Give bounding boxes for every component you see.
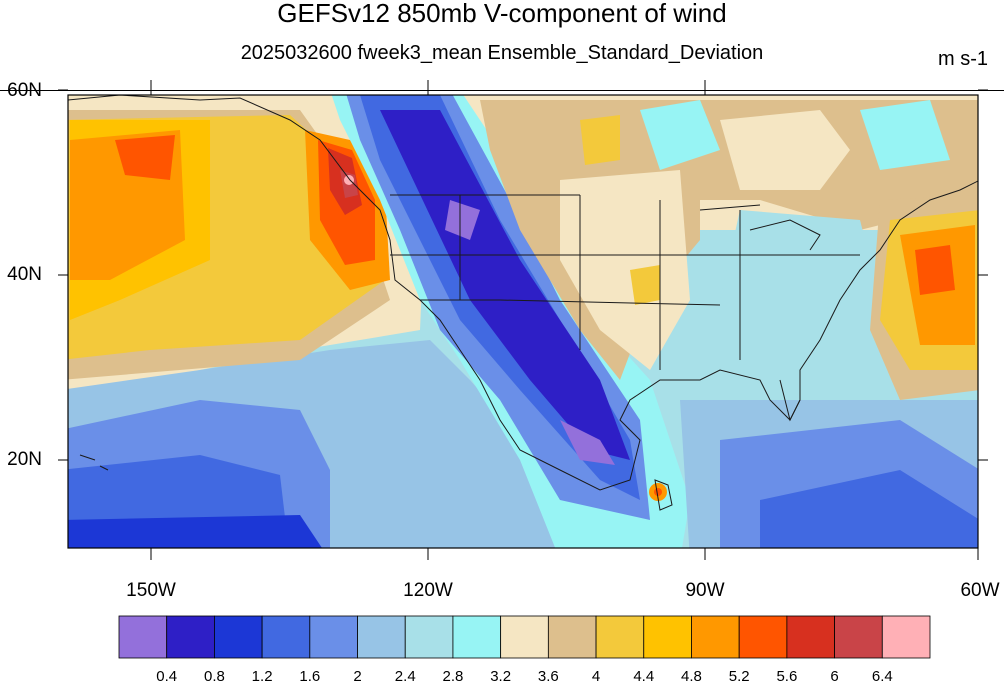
colorbar-level-label: 1.2 bbox=[251, 668, 273, 685]
colorbar bbox=[118, 615, 931, 659]
colorbar-swatch bbox=[834, 615, 883, 659]
colorbar-level-label: 2.8 bbox=[442, 668, 464, 685]
lon-label-150w: 150W bbox=[126, 580, 176, 601]
lon-label-60w: 60W bbox=[960, 580, 1000, 601]
coastlines-borders bbox=[68, 95, 978, 511]
colorbar-level-label: 0.8 bbox=[203, 668, 225, 685]
colorbar-level-label: 2 bbox=[353, 668, 362, 685]
colorbar-swatch bbox=[643, 615, 692, 659]
lat-label-20n: 20N bbox=[7, 449, 42, 470]
colorbar-level-label: 5.2 bbox=[728, 668, 750, 685]
colorbar-swatch bbox=[214, 615, 263, 659]
colorbar-swatch bbox=[691, 615, 740, 659]
colorbar-level-label: 6.4 bbox=[871, 668, 893, 685]
lon-label-90w: 90W bbox=[685, 580, 725, 601]
colorbar-swatch bbox=[404, 615, 454, 659]
colorbar-level-label: 5.6 bbox=[776, 668, 798, 685]
chart-subtitle: 2025032600 fweek3_mean Ensemble_Standard… bbox=[240, 42, 764, 64]
colorbar-swatch bbox=[547, 615, 597, 659]
axis-ticks bbox=[58, 80, 988, 560]
lat-label-40n: 40N bbox=[7, 264, 42, 285]
colorbar-level-label: 3.2 bbox=[490, 668, 512, 685]
units-label: m s-1 bbox=[938, 48, 988, 70]
colorbar-level-label: 6 bbox=[830, 668, 839, 685]
colorbar-swatch bbox=[738, 615, 788, 659]
colorbar-swatch bbox=[786, 615, 835, 659]
colorbar-level-label: 0.4 bbox=[156, 668, 178, 685]
lat-label-60n: 60N bbox=[7, 80, 42, 101]
colorbar-swatch bbox=[261, 615, 311, 659]
colorbar-level-label: 1.6 bbox=[299, 668, 321, 685]
colorbar-swatch bbox=[881, 615, 931, 659]
colorbar-level-label: 3.6 bbox=[537, 668, 559, 685]
colorbar-swatch bbox=[118, 615, 168, 659]
colorbar-level-label: 4 bbox=[591, 668, 601, 685]
chart-title: GEFSv12 850mb V-component of wind bbox=[277, 0, 727, 28]
colorbar-swatch bbox=[452, 615, 502, 659]
colorbar-swatch bbox=[309, 615, 358, 659]
lon-label-120w: 120W bbox=[403, 580, 453, 601]
colorbar-level-label: 4.4 bbox=[633, 668, 655, 685]
colorbar-swatch bbox=[357, 615, 406, 659]
colorbar-swatch bbox=[500, 615, 549, 659]
wind-stddev-field bbox=[68, 95, 978, 548]
colorbar-level-label: 4.8 bbox=[681, 668, 702, 685]
colorbar-level-label: 2.4 bbox=[394, 668, 416, 685]
colorbar-swatch bbox=[595, 615, 645, 659]
map-frame bbox=[67, 94, 979, 549]
colorbar-swatch bbox=[166, 615, 215, 659]
